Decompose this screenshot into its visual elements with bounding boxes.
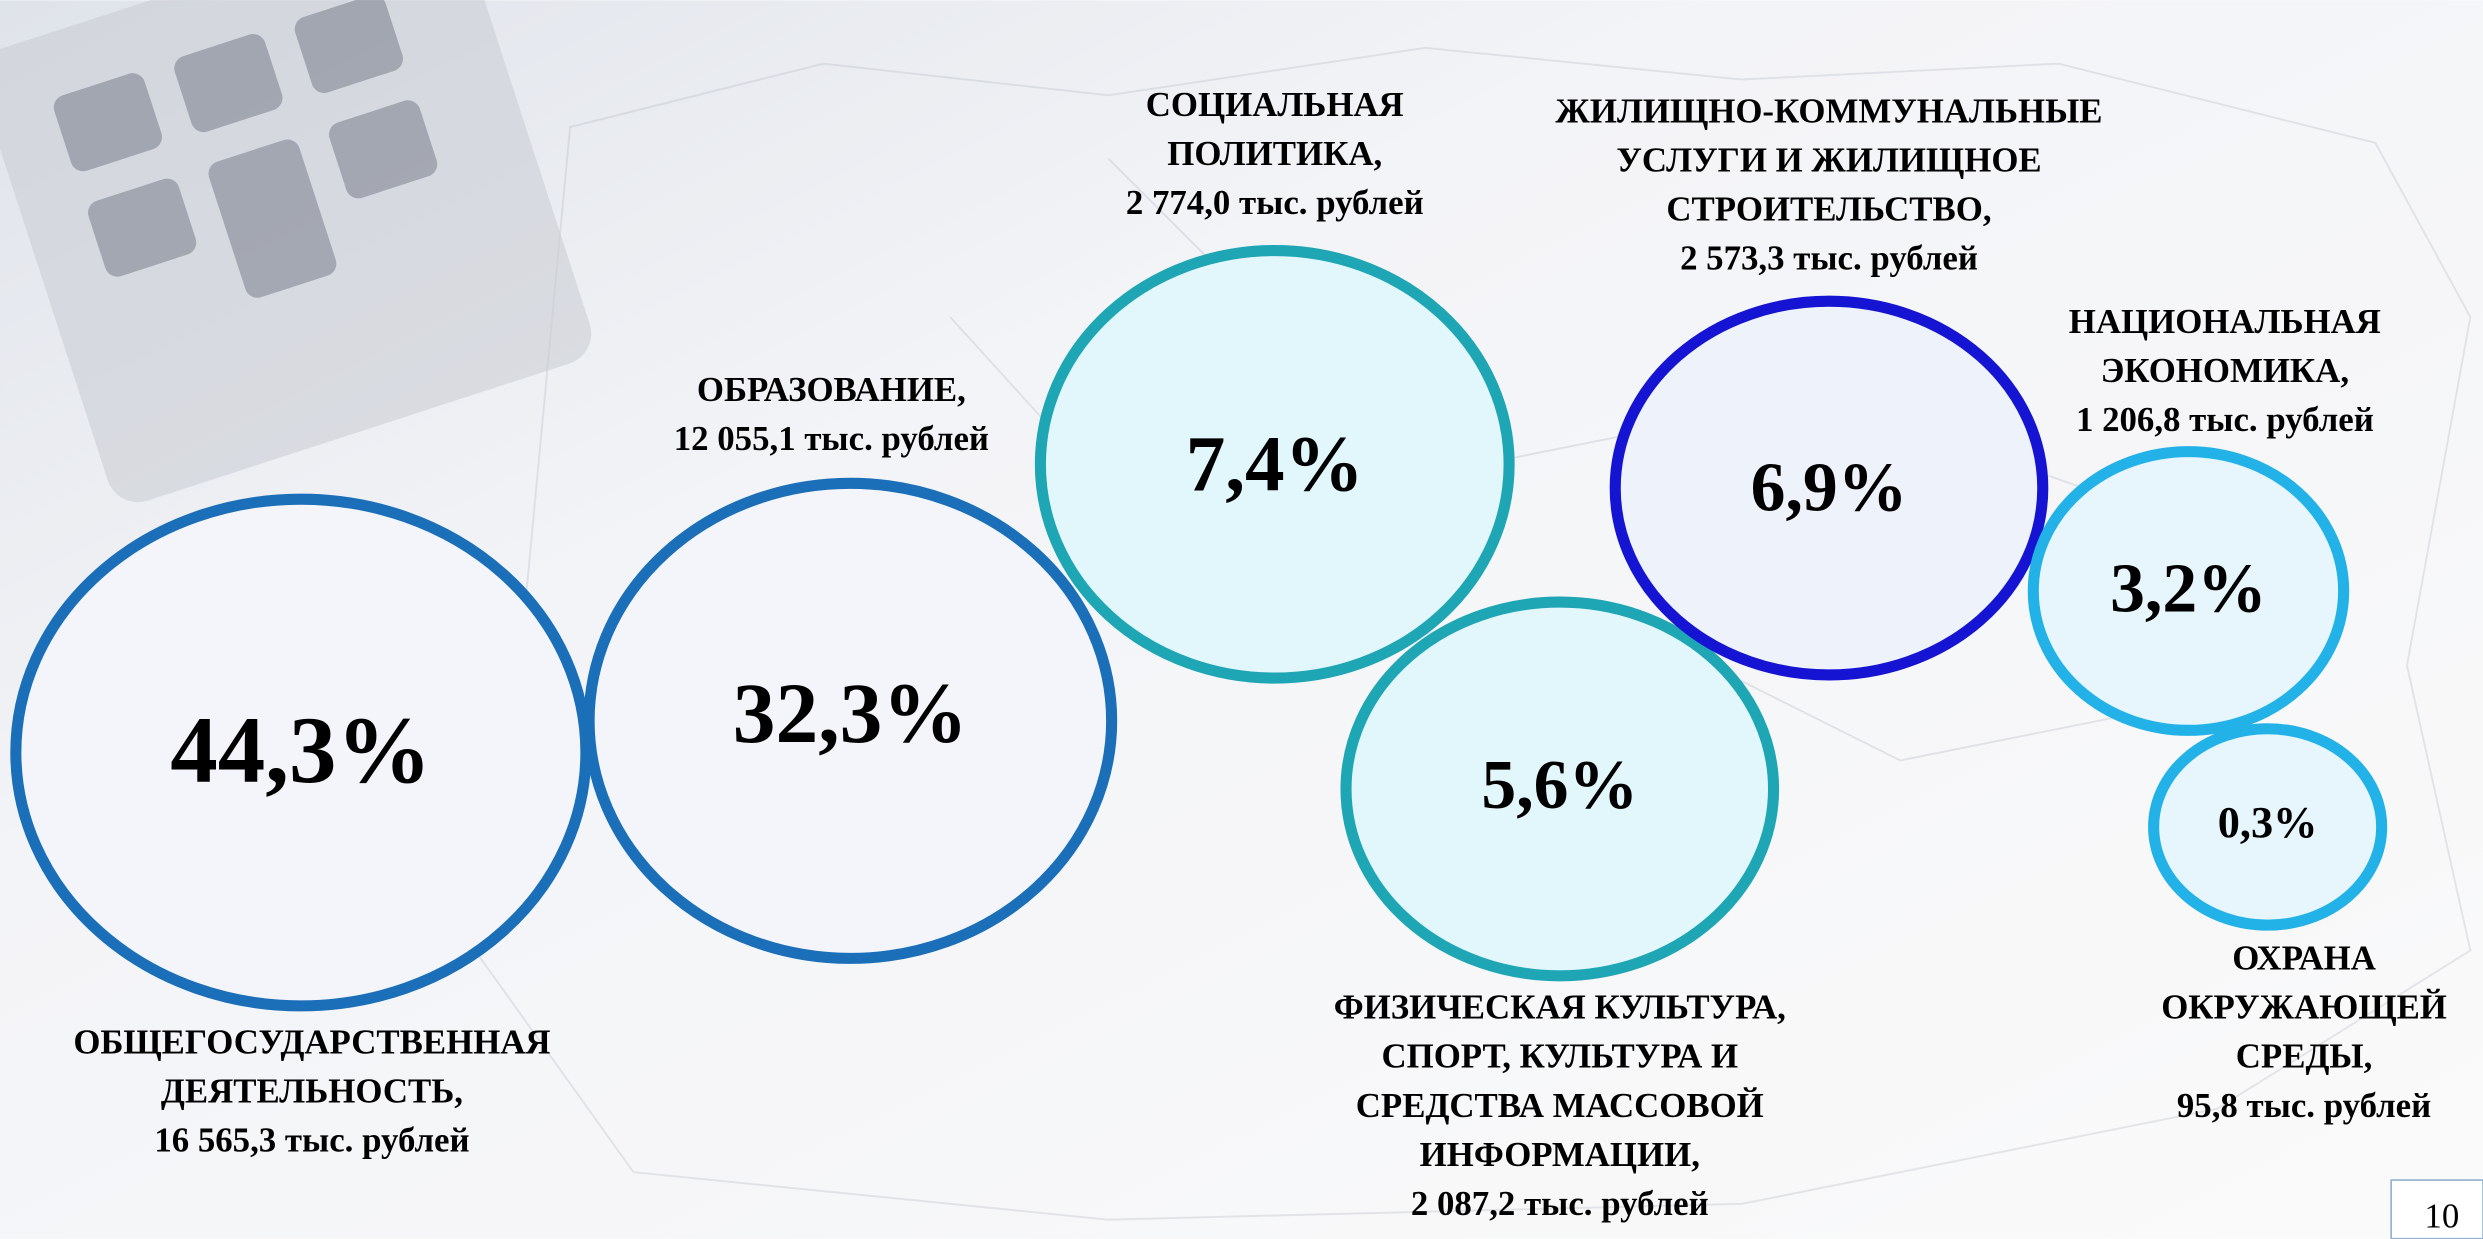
category-label: ДЕЯТЕЛЬНОСТЬ, [161, 1072, 463, 1111]
category-label: СРЕДСТВА МАССОВОЙ [1356, 1086, 1764, 1125]
bubble-percent: 44,3% [170, 697, 431, 803]
category-label: ИНФОРМАЦИИ, [1420, 1135, 1700, 1174]
category-label: ОХРАНА [2232, 939, 2376, 978]
bubble-percent: 6,9% [1751, 449, 1908, 526]
category-label: УСЛУГИ И ЖИЛИЩНОЕ [1616, 140, 2041, 179]
bubble-percent: 5,6% [1481, 747, 1638, 824]
category-label: ЭКОНОМИКА, [2101, 351, 2349, 390]
amount-label: 12 055,1 тыс. рублей [674, 419, 989, 458]
category-label: СПОРТ, КУЛЬТУРА И [1381, 1037, 1738, 1076]
amount-label: 2 774,0 тыс. рублей [1126, 183, 1424, 222]
category-label: ЖИЛИЩНО-КОММУНАЛЬНЫЕ [1555, 91, 2102, 130]
category-label: НАЦИОНАЛЬНАЯ [2069, 302, 2381, 341]
bubble-percent: 0,3% [2218, 797, 2318, 847]
amount-label: 16 565,3 тыс. рублей [154, 1121, 469, 1160]
category-label: ОБЩЕГОСУДАРСТВЕННАЯ [73, 1022, 550, 1061]
category-label: СОЦИАЛЬНАЯ [1146, 85, 1404, 124]
bubble-percent: 32,3% [733, 667, 968, 761]
slide: 10 44,3% ОБЩЕГОСУДАРСТВЕННАЯ ДЕЯТЕЛЬНОСТЬ,… [0, 0, 2483, 1239]
page-number: 10 [2424, 1197, 2459, 1236]
category-label: ОКРУЖАЮЩЕЙ [2161, 988, 2447, 1027]
category-label: ФИЗИЧЕСКАЯ КУЛЬТУРА, [1334, 988, 1786, 1027]
category-label: СТРОИТЕЛЬСТВО, [1666, 190, 1991, 229]
amount-label: 1 206,8 тыс. рублей [2076, 400, 2374, 439]
amount-label: 95,8 тыс. рублей [2177, 1086, 2431, 1125]
amount-label: 2 087,2 тыс. рублей [1411, 1184, 1709, 1223]
page: {"slide": { "items": [ {"label_lines": [… [0, 0, 2483, 1239]
bubble-percent: 3,2% [2110, 551, 2267, 628]
bubble-percent: 7,4% [1186, 420, 1364, 508]
category-label: ПОЛИТИКА, [1167, 134, 1382, 173]
category-label: ОБРАЗОВАНИЕ, [697, 370, 966, 409]
amount-label: 2 573,3 тыс. рублей [1680, 239, 1978, 278]
category-label: СРЕДЫ, [2236, 1037, 2373, 1076]
